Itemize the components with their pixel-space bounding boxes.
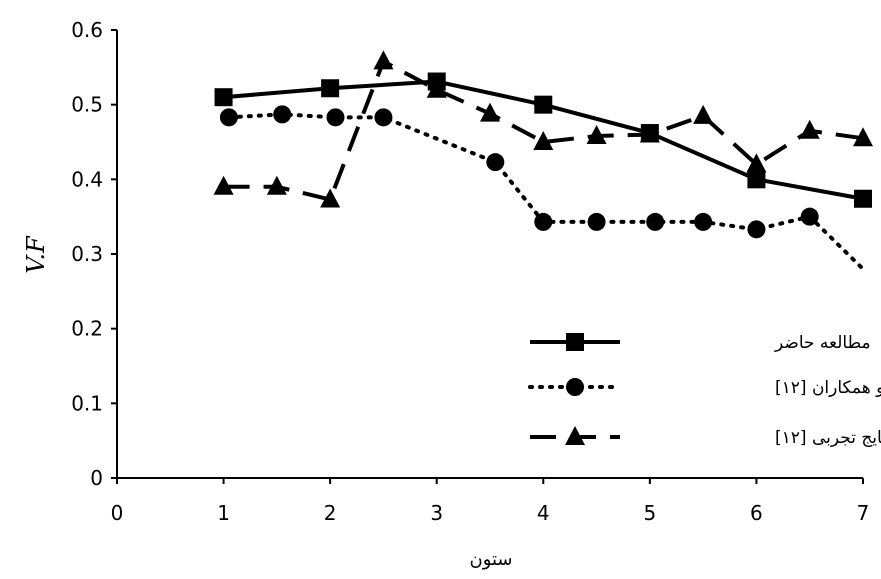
y-tick-label: 0.5 (71, 93, 103, 117)
data-point-triangle (426, 78, 447, 98)
data-point-circle (326, 108, 345, 127)
data-point-square (214, 88, 233, 107)
data-point-circle (694, 212, 713, 231)
x-tick-label: 2 (324, 501, 337, 525)
data-point-triangle (639, 123, 660, 143)
x-tick-label: 3 (430, 501, 443, 525)
data-point-triangle (480, 102, 500, 122)
x-tick-label: 5 (643, 501, 656, 525)
legend-entry: مطالعه حاضر (530, 333, 871, 353)
data-point-square (321, 79, 340, 98)
legend: مطالعه حاضر پزو و همکاران [۱۲] نتایج تجربی… (528, 333, 881, 448)
data-point-triangle (213, 175, 234, 195)
series-triangle (213, 50, 873, 208)
legend-entry: پزو و همکاران [۱۲] (528, 378, 881, 398)
data-point-circle (566, 378, 584, 396)
data-point-triangle (799, 119, 820, 139)
series-line (223, 59, 864, 202)
y-tick-label: 0.3 (71, 242, 103, 266)
data-point-triangle (746, 153, 767, 173)
series-layer (213, 50, 873, 271)
series-line (226, 112, 865, 271)
x-axis-title: ستون (469, 549, 512, 570)
data-point-triangle (373, 50, 394, 70)
data-point-square (854, 189, 872, 208)
data-point-triangle (853, 127, 873, 147)
legend-entry: نتایج تجربی [۱۲] (530, 426, 881, 448)
y-tick-label: 0 (90, 466, 103, 490)
legend-label: مطالعه حاضر (774, 333, 871, 353)
y-tick-label: 0.6 (71, 18, 103, 42)
x-tick-label: 4 (537, 501, 550, 525)
data-point-circle (273, 105, 292, 124)
x-tick-label: 6 (750, 501, 763, 525)
legend-label: پزو و همکاران [۱۲] (775, 378, 881, 398)
data-point-circle (646, 212, 665, 231)
data-point-square (534, 95, 553, 114)
axes: 0 0.1 0.2 0.3 0.4 0.5 0.6 0 1 2 3 4 5 6 7 (71, 18, 869, 525)
data-point-triangle (565, 426, 585, 445)
data-point-circle (747, 220, 766, 239)
x-tick-label: 7 (857, 501, 870, 525)
y-tick-label: 0.1 (71, 391, 103, 415)
data-point-circle (534, 212, 553, 231)
data-point-circle (800, 207, 819, 226)
y-tick-label: 0.4 (71, 167, 103, 191)
data-point-circle (374, 108, 393, 127)
x-tick-label: 0 (111, 501, 124, 525)
series-circle (219, 105, 865, 271)
x-tick-label: 1 (217, 501, 230, 525)
data-point-circle (587, 212, 606, 231)
y-axis-title: V.F (22, 235, 50, 274)
data-point-triangle (693, 104, 714, 124)
data-point-square (747, 170, 766, 189)
data-point-triangle (266, 175, 287, 195)
data-point-square (566, 333, 584, 351)
data-point-circle (219, 108, 238, 127)
legend-label: نتایج تجربی [۱۲] (775, 428, 881, 448)
data-point-triangle (320, 188, 341, 208)
data-point-circle (486, 153, 505, 172)
data-point-triangle (586, 125, 607, 145)
y-tick-label: 0.2 (71, 317, 103, 341)
data-point-triangle (533, 131, 554, 150)
